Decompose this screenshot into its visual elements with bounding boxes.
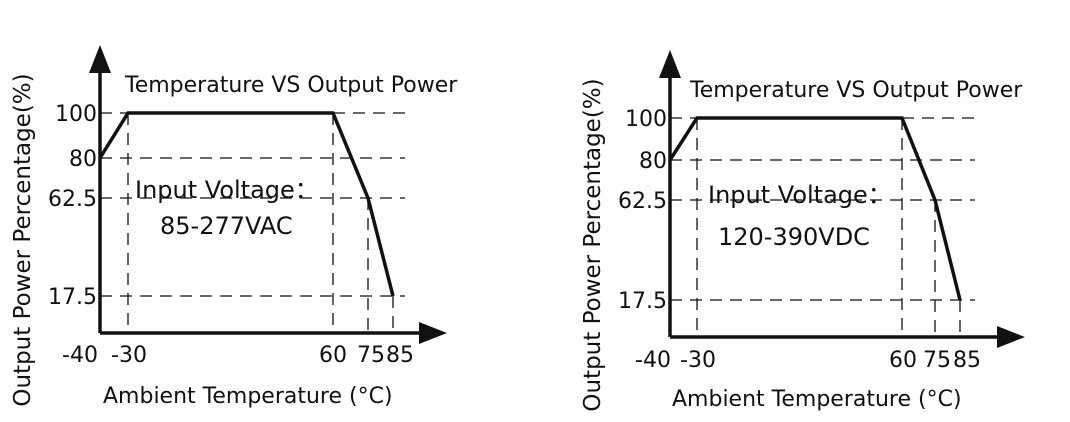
x-tick-label: 75 [357, 343, 385, 368]
derating-curve [98, 111, 395, 297]
x-tick-label: -40 [62, 343, 98, 368]
x-axis-label: Ambient Temperature (°C) [672, 387, 962, 412]
derating-curve [668, 116, 962, 301]
x-tick-label: 85 [953, 348, 981, 373]
x-tick-label: 85 [386, 343, 414, 368]
chart-title: Temperature VS Output Power [689, 78, 1023, 103]
y-tick-label: 17.5 [618, 289, 667, 314]
x-tick-label: -30 [111, 343, 147, 368]
y-tick-label: 100 [55, 102, 97, 127]
y-axis-label: Output Power Percentage(%) [580, 78, 606, 411]
chart-1: Temperature VS Output Power Input Voltage… [10, 45, 458, 409]
x-tick-label: -40 [635, 348, 671, 373]
x-tick-label: 75 [923, 348, 951, 373]
x-tick-label: 60 [889, 348, 917, 373]
y-tick-label: 80 [69, 147, 97, 172]
x-tick-label: -30 [680, 348, 716, 373]
y-tick-label: 80 [639, 149, 667, 174]
y-tick-label: 62.5 [48, 187, 97, 212]
y-axis-label: Output Power Percentage(%) [10, 73, 36, 406]
x-axis-arrow [997, 326, 1025, 348]
chart-title: Temperature VS Output Power [124, 73, 458, 98]
x-tick-label: 60 [319, 343, 347, 368]
x-axis-arrow [419, 322, 447, 344]
y-tick-label: 100 [625, 107, 667, 132]
input-voltage-label: Input Voltage： [708, 181, 892, 209]
input-voltage-value: 85-277VAC [160, 212, 293, 240]
input-voltage-value: 120-390VDC [718, 223, 870, 251]
y-axis-arrow [89, 45, 111, 73]
input-voltage-label: Input Voltage： [135, 176, 319, 204]
chart-2: Temperature VS Output Power Input Voltage… [580, 50, 1025, 412]
y-tick-label: 17.5 [48, 285, 97, 310]
y-axis-arrow [659, 50, 681, 78]
y-tick-label: 62.5 [618, 189, 667, 214]
x-axis-label: Ambient Temperature (°C) [103, 384, 393, 409]
